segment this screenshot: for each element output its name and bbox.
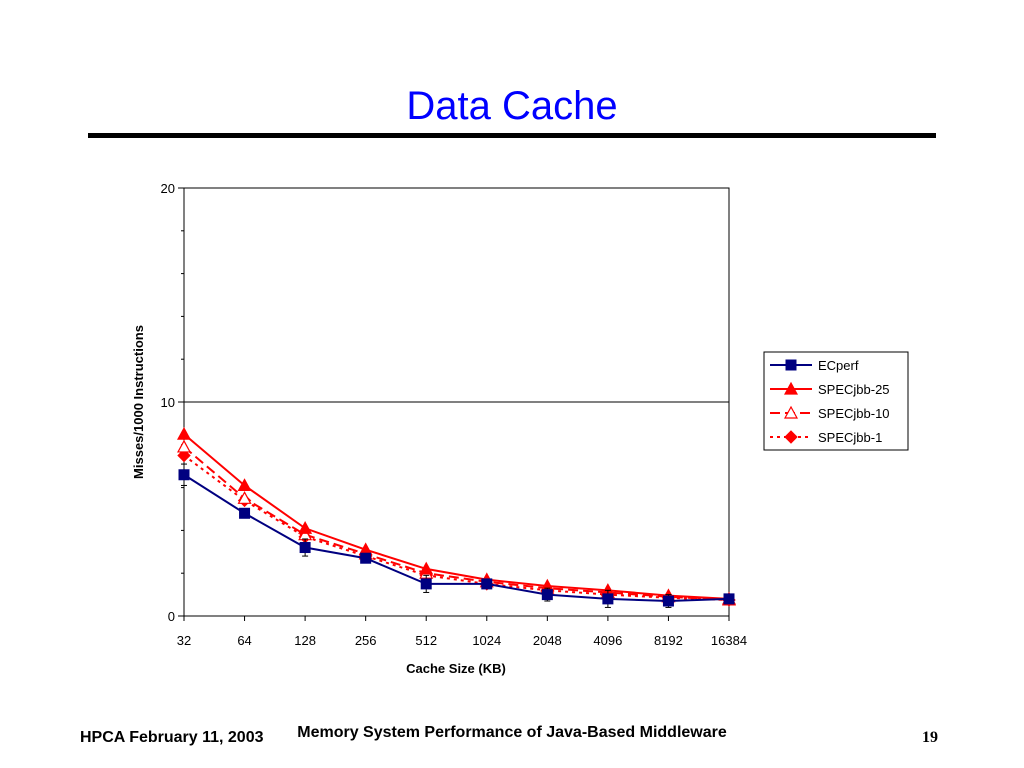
page-number: 19	[922, 729, 938, 746]
data-point-ecperf	[178, 469, 190, 481]
data-point-ecperf	[360, 552, 372, 564]
data-point-specjbb-25	[176, 426, 192, 440]
legend-marker	[784, 430, 798, 444]
x-tick-label: 512	[415, 633, 437, 648]
series-line-ecperf	[183, 473, 730, 603]
data-point-specjbb-25	[237, 478, 252, 492]
data-point-ecperf	[420, 578, 432, 590]
data-point-specjbb-25	[298, 521, 313, 534]
x-tick-label: 4096	[593, 633, 622, 648]
x-tick-label: 256	[355, 633, 377, 648]
legend-marker	[783, 381, 799, 395]
y-axis: 0 10 20	[161, 181, 184, 624]
data-point-specjbb-10	[237, 491, 252, 504]
legend: ECperf SPECjbb-25 SPECjbb-10 SPECjbb-1	[763, 351, 909, 451]
y-tick-label: 0	[168, 609, 175, 624]
series-line-specjbb-1	[183, 454, 730, 601]
y-tick-label: 10	[161, 395, 175, 410]
legend-label: SPECjbb-25	[818, 382, 890, 397]
series-ecperf	[178, 463, 735, 608]
footer-event: HPCA February 11, 2003	[80, 729, 264, 746]
x-tick-label: 128	[294, 633, 316, 648]
x-axis-label: Cache Size (KB)	[406, 661, 506, 676]
data-point-ecperf	[541, 589, 553, 601]
legend-label: ECperf	[818, 358, 859, 373]
x-tick-label: 32	[177, 633, 191, 648]
legend-label: SPECjbb-1	[818, 430, 882, 445]
x-axis: 32 64 128 256 512 1024 2048 4096 8192 16384	[177, 616, 747, 648]
data-point-ecperf	[662, 595, 674, 607]
x-tick-label: 16384	[711, 633, 747, 648]
x-tick-label: 2048	[533, 633, 562, 648]
series-group	[176, 426, 737, 608]
legend-marker	[783, 405, 799, 419]
data-point-specjbb-25	[419, 561, 434, 575]
data-point-ecperf	[602, 593, 614, 605]
legend-label: SPECjbb-10	[818, 406, 890, 421]
series-line-specjbb-25	[183, 433, 730, 600]
y-tick-label: 20	[161, 181, 175, 196]
slide-title: Data Cache	[406, 84, 618, 128]
series-line-specjbb-10	[183, 446, 730, 601]
y-axis-label: Misses/1000 Instructions	[131, 325, 146, 479]
data-point-ecperf	[239, 507, 251, 519]
x-tick-label: 64	[237, 633, 251, 648]
x-tick-label: 1024	[472, 633, 501, 648]
legend-marker	[785, 359, 797, 371]
data-point-ecperf	[299, 542, 311, 554]
data-point-specjbb-10	[176, 439, 192, 453]
title-rule	[88, 133, 936, 138]
footer-talk-title: Memory System Performance of Java-Based …	[297, 724, 727, 741]
data-point-ecperf	[481, 578, 493, 590]
data-point-ecperf	[723, 593, 735, 605]
x-tick-label: 8192	[654, 633, 683, 648]
